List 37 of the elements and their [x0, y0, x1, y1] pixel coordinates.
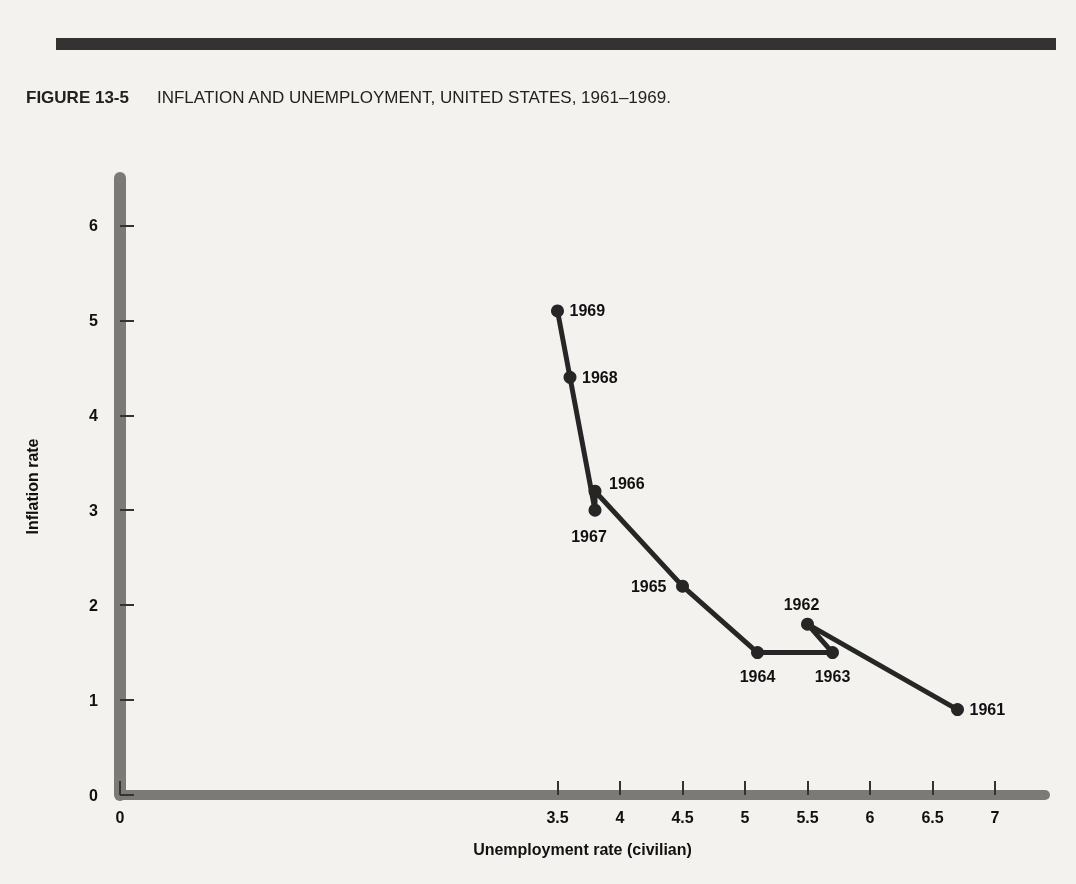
- annotation: 1964: [739, 668, 776, 686]
- annotation: 1961: [969, 701, 1006, 719]
- annotation: 1967: [571, 527, 607, 545]
- x-tick-label: 5: [740, 808, 750, 826]
- y-tick-label: 2: [89, 596, 99, 614]
- y-axis-title: Inflation rate: [23, 438, 41, 535]
- annotation: 1969: [569, 302, 606, 320]
- x-tick-label: 6: [865, 808, 875, 826]
- point: [551, 304, 564, 318]
- point: [826, 646, 839, 660]
- point: [588, 503, 602, 517]
- point: [951, 703, 964, 717]
- annotation: 1963: [814, 668, 851, 686]
- y-tick-label: 4: [89, 406, 99, 424]
- x-tick-label: 3.5: [546, 808, 569, 826]
- x-tick-label: 6.5: [921, 808, 944, 826]
- y-tick-label: 0: [89, 786, 99, 804]
- x-tick-label: 7: [990, 808, 1000, 826]
- annotation: 1966: [609, 474, 645, 492]
- x-axis-title: Unemployment rate (civilian): [473, 840, 692, 858]
- y-tick-label: 5: [89, 311, 99, 329]
- chart-subtitle: INFLATION AND UNEMPLOYMENT, UNITED STATES, 1961–1969.: [156, 88, 671, 107]
- annotation: 1968: [582, 368, 618, 386]
- x-tick-label: 5.5: [796, 808, 819, 826]
- y-tick-label: 1: [89, 691, 99, 709]
- point: [563, 370, 577, 384]
- x-tick-label: 0: [115, 808, 125, 826]
- chart-title: FIGURE 13-5: [26, 88, 129, 107]
- point: [676, 579, 689, 593]
- x-tick-label: 4: [615, 808, 625, 826]
- point: [751, 646, 764, 660]
- y-tick-label: 6: [89, 216, 99, 234]
- annotation: 1962: [783, 595, 820, 613]
- annotation: 1965: [630, 577, 667, 595]
- point: [801, 617, 814, 631]
- y-tick-label: 3: [89, 501, 99, 519]
- x-tick-label: 4.5: [671, 808, 694, 826]
